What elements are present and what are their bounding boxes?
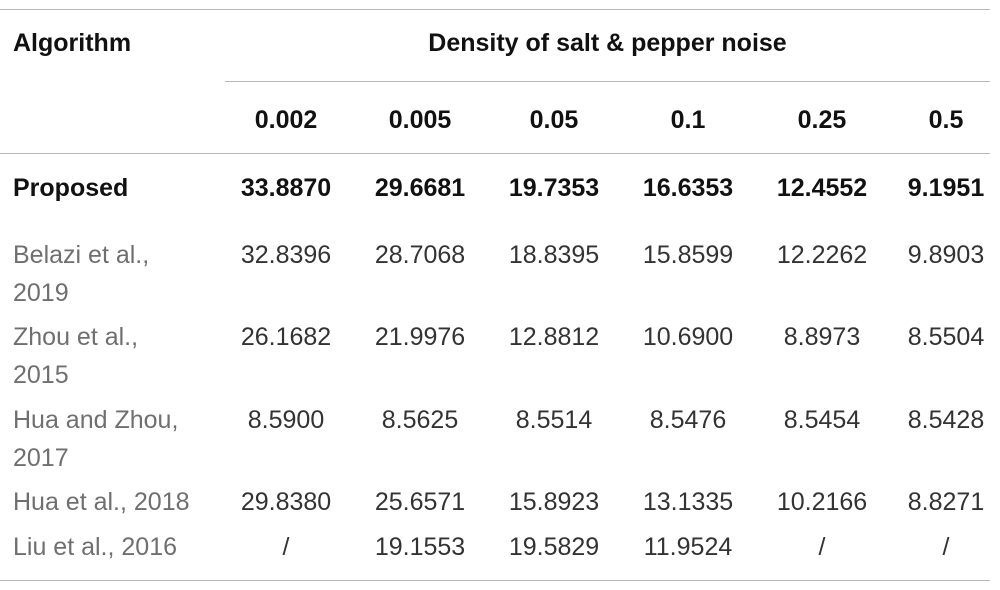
value-cell: 8.5428 (907, 406, 985, 434)
density-header-cell: 0.5 (928, 106, 964, 134)
value-cell: 29.8380 (240, 488, 332, 516)
algorithm-name: Zhou et al., (13, 323, 139, 351)
value-cell: 8.5514 (515, 406, 593, 434)
value-cell: 19.7353 (508, 174, 600, 202)
top-rule (0, 9, 990, 10)
algorithm-year: 2017 (13, 444, 69, 472)
value-cell: / (282, 533, 290, 561)
value-cell: 28.7068 (374, 241, 466, 269)
value-cell: 13.1335 (642, 488, 734, 516)
value-cell: 19.5829 (508, 533, 600, 561)
value-cell: 9.1951 (907, 174, 985, 202)
value-cell: 32.8396 (240, 241, 332, 269)
algorithm-year: 2019 (13, 279, 69, 307)
value-cell: / (942, 533, 950, 561)
algorithm-name: Belazi et al., (13, 241, 150, 269)
value-cell: / (818, 533, 826, 561)
value-cell: 19.1553 (374, 533, 466, 561)
value-cell: 9.8903 (907, 241, 985, 269)
algorithm-name: Liu et al., 2016 (13, 533, 178, 561)
value-cell: 8.8973 (783, 323, 861, 351)
column-header-rule (0, 153, 990, 154)
algorithm-name: Hua and Zhou, (13, 406, 179, 434)
value-cell: 26.1682 (240, 323, 332, 351)
density-header-cell: 0.25 (797, 106, 847, 134)
value-cell: 12.8812 (508, 323, 600, 351)
value-cell: 15.8923 (508, 488, 600, 516)
value-cell: 25.6571 (374, 488, 466, 516)
value-cell: 33.8870 (240, 174, 332, 202)
bottom-rule (0, 580, 990, 581)
value-cell: 11.9524 (643, 533, 733, 561)
algorithm-name: Hua et al., 2018 (13, 488, 190, 516)
algorithm-year: 2015 (13, 361, 69, 389)
value-cell: 8.5454 (783, 406, 861, 434)
value-cell: 16.6353 (642, 174, 734, 202)
value-cell: 8.5476 (649, 406, 727, 434)
value-cell: 15.8599 (642, 241, 734, 269)
algorithm-name: Proposed (13, 174, 129, 202)
value-cell: 8.5504 (907, 323, 985, 351)
value-cell: 12.4552 (776, 174, 868, 202)
value-cell: 18.8395 (508, 241, 600, 269)
density-header-cell: 0.1 (670, 106, 706, 134)
algorithm-header: Algorithm (13, 29, 132, 57)
value-cell: 10.6900 (642, 323, 734, 351)
value-cell: 8.5900 (247, 406, 325, 434)
density-header-cell: 0.002 (254, 106, 318, 134)
density-header-cell: 0.05 (529, 106, 579, 134)
density-header-cell: 0.005 (388, 106, 452, 134)
value-cell: 21.9976 (374, 323, 466, 351)
value-cell: 8.5625 (381, 406, 459, 434)
value-cell: 8.8271 (907, 488, 985, 516)
value-cell: 12.2262 (776, 241, 868, 269)
value-cell: 10.2166 (776, 488, 868, 516)
value-cell: 29.6681 (374, 174, 466, 202)
group-header-rule (225, 81, 990, 82)
noise-density-header: Density of salt & pepper noise (428, 29, 787, 57)
